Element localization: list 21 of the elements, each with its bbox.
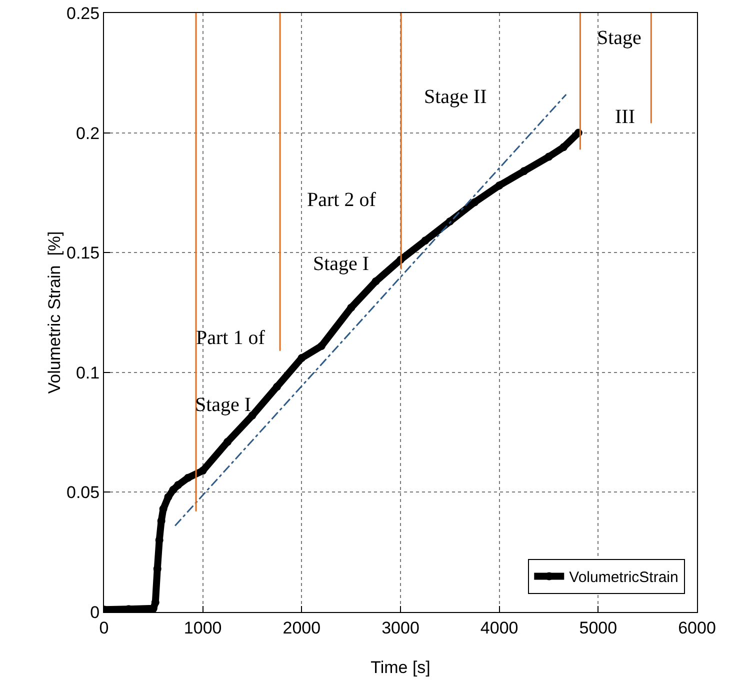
x-tick-label: 5000 [579, 618, 618, 638]
x-tick-label: 1000 [184, 618, 222, 638]
x-tick-label: 4000 [480, 618, 518, 638]
y-tick-label: 0.25 [66, 4, 100, 23]
x-axis-title: Time [s] [370, 658, 430, 677]
x-tick-label: 2000 [282, 618, 321, 638]
annotation: Stage [597, 27, 642, 49]
annotation: Stage I [313, 253, 370, 275]
annotation: Part 2 of [307, 189, 376, 211]
y-tick-label: 0.1 [76, 363, 100, 382]
annotation: Part 1 of [196, 327, 266, 349]
y-tick-label: 0.2 [76, 124, 100, 143]
y-tick-label: 0.05 [66, 483, 100, 502]
annotation: III [615, 106, 635, 128]
x-tick-label: 6000 [678, 618, 716, 638]
annotation: Stage II [424, 86, 487, 108]
y-axis-title: Volumetric Strain [%] [45, 231, 64, 394]
y-tick-label: 0 [90, 602, 100, 622]
legend-label: VolumetricStrain [569, 569, 678, 586]
x-tick-label: 3000 [382, 618, 420, 638]
y-tick-label: 0.15 [66, 244, 100, 263]
